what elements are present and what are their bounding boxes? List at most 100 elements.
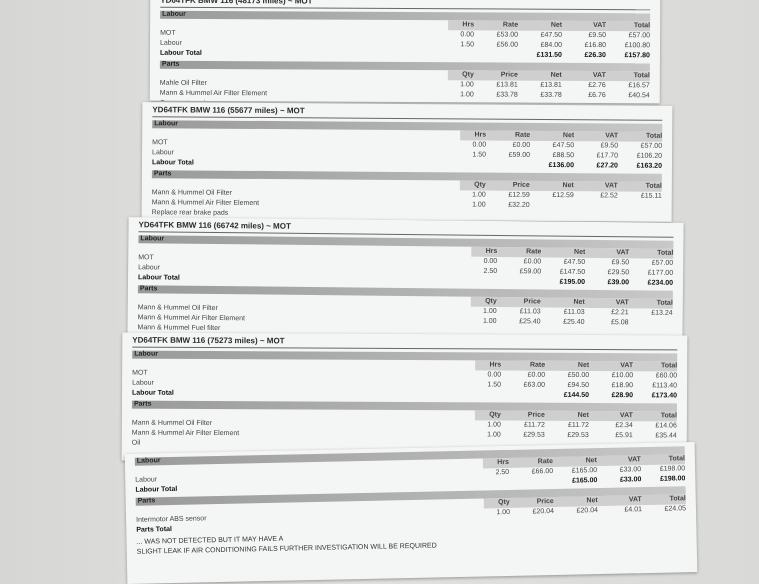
column-header: Price <box>496 296 541 308</box>
item-value: £40.54 <box>628 92 650 100</box>
column-header: Net <box>529 180 574 192</box>
column-header: VAT <box>561 70 606 82</box>
item-value: 1.00 <box>472 191 486 199</box>
column-header: VAT <box>588 410 633 422</box>
spacer <box>474 50 518 60</box>
item-value: £29.50 <box>607 269 630 277</box>
invoice-sheet: YD64TFK BMW 116 (66742 miles) ~ MOT Labou… <box>127 217 684 347</box>
column-header: VAT <box>574 131 619 142</box>
item-value: £0.00 <box>527 371 546 379</box>
item-value: £57.00 <box>640 142 663 150</box>
item-value: 0.00 <box>487 371 502 379</box>
item-value <box>474 100 518 103</box>
column-header: Total <box>618 131 663 142</box>
item-value: 1.00 <box>487 431 501 439</box>
item-value: £33.78 <box>540 91 562 99</box>
column-header: Total <box>628 298 673 309</box>
item-value: £15.11 <box>640 192 662 200</box>
item-value: 1.50 <box>460 41 475 49</box>
item-value: £12.59 <box>508 191 530 199</box>
total-value: £173.40 <box>651 392 678 400</box>
total-value: £39.00 <box>607 279 630 287</box>
total-value: £27.20 <box>596 162 619 170</box>
item-value <box>460 210 486 220</box>
item-value <box>574 211 618 221</box>
column-header: Total <box>606 21 651 32</box>
labour-total-label: Labour Total <box>137 274 180 282</box>
column-header: Qty <box>483 497 510 509</box>
item-value: £6.76 <box>588 91 606 100</box>
column-header: Hrs <box>471 246 498 257</box>
item-value: £9.50 <box>588 31 607 40</box>
labour-total-label: Labour Total <box>132 389 174 397</box>
item-value <box>486 211 530 221</box>
item-value: £57.00 <box>651 259 674 267</box>
item-value: £12.59 <box>552 192 574 200</box>
total-value: £26.30 <box>584 51 606 60</box>
item-value: £25.40 <box>519 318 541 326</box>
column-header: Total <box>629 248 674 259</box>
item-value: £47.50 <box>540 31 563 39</box>
item-value: £88.50 <box>552 152 575 160</box>
item-value <box>629 318 673 328</box>
item-value: 1.00 <box>460 91 474 99</box>
item-value: £13.24 <box>651 309 673 317</box>
item-value <box>518 101 562 104</box>
total-value: £165.00 <box>571 477 598 485</box>
item-value: £147.50 <box>559 268 586 276</box>
item-value: £35.44 <box>655 432 677 440</box>
item-value: £2.76 <box>588 81 606 90</box>
item-value: £11.03 <box>563 308 585 316</box>
item-value: £0.00 <box>512 141 531 149</box>
column-header: Rate <box>474 20 519 31</box>
item-value: £47.50 <box>552 142 575 150</box>
item-value: £94.50 <box>567 381 590 389</box>
item-value: 1.00 <box>483 307 497 315</box>
item-value: 1.00 <box>496 508 511 517</box>
spacer <box>509 477 553 488</box>
item-value: 0.00 <box>483 257 498 265</box>
item-value: £0.00 <box>523 258 542 266</box>
spacer <box>471 277 497 287</box>
column-header: VAT <box>562 20 607 32</box>
item-value: 1.00 <box>482 317 497 325</box>
item-value <box>530 211 574 221</box>
column-header: Net <box>517 70 562 81</box>
item-value: 1.50 <box>472 151 487 159</box>
item-value: £18.90 <box>611 382 634 390</box>
labour-total-label: Labour Total <box>151 159 194 167</box>
item-value: £29.53 <box>523 431 545 439</box>
invoice-title: YD64TFK BMW 116 (66742 miles) ~ MOT <box>138 219 674 238</box>
item-value <box>618 211 662 221</box>
item-value <box>618 201 662 211</box>
spacer <box>497 277 541 287</box>
total-value: £28.90 <box>611 392 634 400</box>
item-value: £113.40 <box>652 382 678 390</box>
column-header: Total <box>632 411 677 422</box>
column-header: Hrs <box>475 360 502 371</box>
item-value: 1.00 <box>487 421 501 429</box>
total-value: £33.00 <box>619 476 642 484</box>
spacer <box>475 390 501 400</box>
spacer <box>483 478 509 489</box>
item-value <box>448 100 474 103</box>
item-value: £100.80 <box>624 42 651 50</box>
column-header: Net <box>518 20 563 31</box>
item-value: £47.50 <box>563 258 586 266</box>
item-value <box>606 101 650 103</box>
column-header: VAT <box>589 360 634 372</box>
invoice-sheet: YD64TFK BMW 116 (55677 miles) ~ MOT Labou… <box>141 102 673 222</box>
invoice-sheet: YD64TFK BMW 116 (48173 miles) ~ MOT Labou… <box>149 0 661 104</box>
item-value: £29.53 <box>567 431 589 439</box>
item-value: £57.00 <box>628 32 651 40</box>
item-value: £2.21 <box>611 309 629 317</box>
labour-total-label: Labour Total <box>159 49 202 57</box>
invoice-title: YD64TFK BMW 116 (48173 miles) ~ MOT <box>160 0 651 11</box>
item-value: £11.03 <box>519 308 541 316</box>
item-value: £14.06 <box>655 422 677 430</box>
item-value: £10.00 <box>611 372 634 380</box>
item-value: £33.78 <box>496 91 518 99</box>
item-value <box>574 201 618 211</box>
labour-total-row: Labour Total £144.50 £28.90 £173.40 <box>132 389 677 402</box>
column-header: Total <box>633 361 678 372</box>
